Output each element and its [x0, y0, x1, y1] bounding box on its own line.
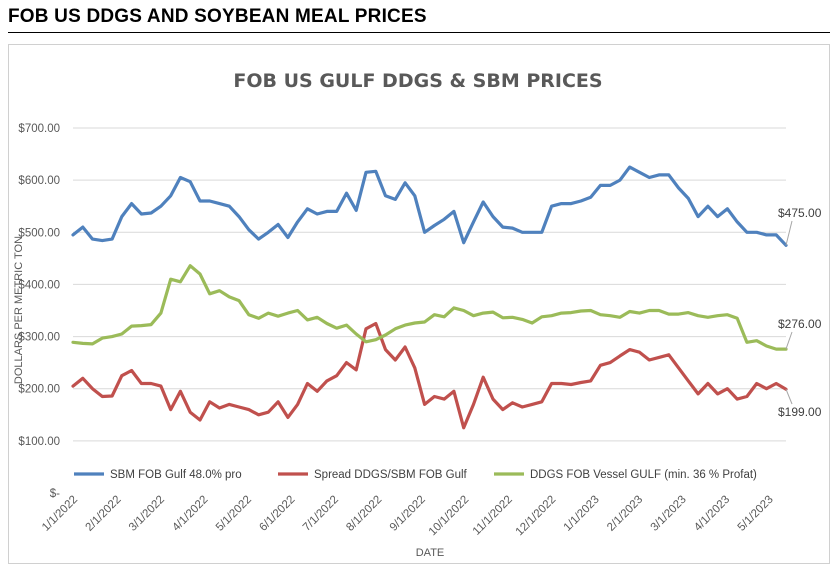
x-tick-label: 9/1/2022: [388, 494, 428, 534]
end-label-leader: [785, 220, 793, 246]
end-label-leader: [785, 389, 793, 405]
x-tick-label: 4/1/2023: [692, 494, 732, 534]
legend: SBM FOB Gulf 48.0% pro Spread DDGS/SBM FO…: [74, 469, 757, 481]
series-line: [71, 264, 788, 351]
y-tick-label: $300.00: [18, 332, 60, 344]
series-line: [71, 321, 788, 430]
series-line: [71, 165, 788, 247]
y-tick-label: $-: [50, 488, 60, 500]
y-tick-label: $200.00: [18, 384, 60, 396]
end-labels: $475.00 $199.00 $276.00: [778, 206, 822, 419]
legend-entry: SBM FOB Gulf 48.0% pro: [110, 469, 242, 481]
page-heading: FOB US DDGS AND SOYBEAN MEAL PRICES: [8, 6, 427, 27]
gridlines: [73, 127, 786, 442]
x-tick-label: 1/1/2022: [40, 494, 80, 534]
legend-entry: DDGS FOB Vessel GULF (min. 36 % Profat): [530, 469, 757, 481]
x-tick-label: 2/1/2022: [83, 494, 123, 534]
chart-title: FOB US GULF DDGS & SBM PRICES: [233, 70, 602, 92]
end-value-label: $475.00: [778, 206, 822, 220]
end-value-label: $199.00: [778, 405, 822, 419]
y-axis-title: DOLLARS PER METRIC TON: [13, 236, 25, 384]
x-tick-label: 4/1/2022: [170, 494, 210, 534]
x-tick-label: 8/1/2022: [344, 494, 384, 534]
x-tick-label: 2/1/2023: [605, 494, 645, 534]
y-tick-label: $600.00: [18, 175, 60, 187]
series-lines: [71, 165, 788, 430]
y-tick-label: $400.00: [18, 279, 60, 291]
y-tick-labels: $- $100.00 $200.00 $300.00 $400.00 $500.00 $60…: [18, 123, 60, 500]
end-value-label: $276.00: [778, 317, 822, 331]
x-tick-label: 1/1/2023: [562, 494, 602, 534]
x-tick-label: 6/1/2022: [257, 494, 297, 534]
y-tick-label: $700.00: [18, 123, 60, 135]
x-axis-title: DATE: [416, 547, 445, 559]
x-tick-label: 11/1/2022: [471, 494, 515, 538]
y-tick-label: $100.00: [18, 436, 60, 448]
x-tick-label: 3/1/2023: [649, 494, 689, 534]
x-tick-label: 12/1/2022: [514, 494, 559, 539]
end-label-leader: [785, 331, 793, 350]
x-tick-label: 5/1/2022: [214, 494, 254, 534]
x-tick-label: 5/1/2023: [736, 494, 776, 534]
x-tick-label: 10/1/2022: [427, 494, 472, 539]
heading-rule: [8, 32, 830, 33]
chart-frame: [8, 44, 830, 564]
x-tick-labels: 1/1/2022 2/1/2022 3/1/2022 4/1/2022 5/1/2022…: [40, 494, 776, 539]
y-tick-label: $500.00: [18, 227, 60, 239]
x-tick-label: 3/1/2022: [127, 494, 167, 534]
x-tick-label: 7/1/2022: [301, 494, 341, 534]
legend-entry: Spread DDGS/SBM FOB Gulf: [314, 469, 468, 481]
